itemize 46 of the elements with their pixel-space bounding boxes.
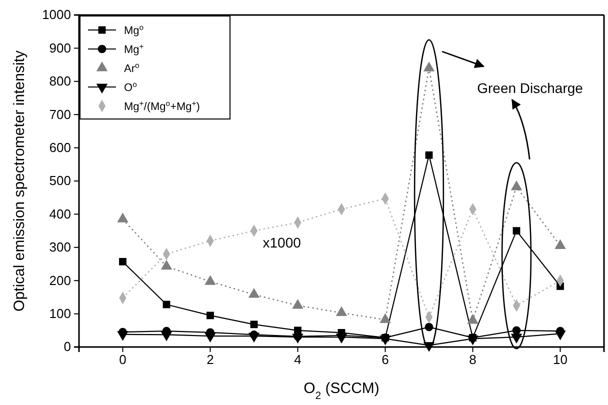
y-tick-label: 600 bbox=[49, 140, 71, 155]
point bbox=[512, 326, 521, 335]
x-axis-title: O$_{2}$ (SCCM) bbox=[304, 380, 380, 402]
point bbox=[510, 334, 522, 344]
point bbox=[160, 331, 172, 342]
x-tick-label: 0 bbox=[119, 352, 126, 368]
point bbox=[117, 331, 128, 341]
x-tick-label: 10 bbox=[553, 352, 568, 368]
y-tick-label: 400 bbox=[49, 206, 71, 222]
point bbox=[117, 212, 128, 222]
point bbox=[380, 335, 391, 346]
legend-label: Ar$^{o}$ bbox=[124, 60, 140, 75]
point bbox=[292, 334, 304, 344]
y-tick-label: 0 bbox=[64, 339, 71, 354]
annotation: Green Discharge bbox=[477, 80, 584, 96]
point bbox=[248, 332, 260, 343]
point bbox=[424, 322, 434, 332]
y-tick-label: 1000 bbox=[42, 7, 71, 22]
point bbox=[250, 320, 258, 328]
x-tick-label: 8 bbox=[469, 352, 476, 368]
y-tick-label: 200 bbox=[49, 272, 71, 288]
y-tick-label: 900 bbox=[49, 40, 71, 56]
point bbox=[512, 227, 520, 235]
y-tick-label: 800 bbox=[49, 74, 71, 89]
point bbox=[423, 62, 435, 72]
y-tick-label: 300 bbox=[49, 240, 71, 255]
legend-label: O$^{o}$ bbox=[124, 80, 137, 94]
point bbox=[206, 312, 214, 320]
point bbox=[336, 334, 348, 344]
y-tick-label: 500 bbox=[49, 173, 71, 188]
x-tick-label: 2 bbox=[206, 352, 214, 368]
x-tick-label: 4 bbox=[294, 352, 302, 368]
y-tick-label: 100 bbox=[49, 306, 71, 321]
point bbox=[425, 151, 433, 159]
point bbox=[554, 330, 566, 340]
x-tick-label: 6 bbox=[382, 352, 389, 368]
point bbox=[510, 180, 522, 190]
legend-label: Mg$^{+}$/(Mg$^{o}$+Mg$^{+}$) bbox=[124, 98, 200, 113]
point bbox=[119, 258, 126, 266]
y-axis-title: Optical emission spectrometer intensity bbox=[11, 50, 28, 312]
y-tick-label: 700 bbox=[49, 106, 71, 122]
annotation: x1000 bbox=[262, 234, 302, 250]
legend-label: Mg$^{+}$ bbox=[124, 42, 144, 56]
point bbox=[204, 332, 216, 343]
legend-label: Mg$^{o}$ bbox=[124, 22, 144, 37]
point bbox=[467, 335, 478, 346]
